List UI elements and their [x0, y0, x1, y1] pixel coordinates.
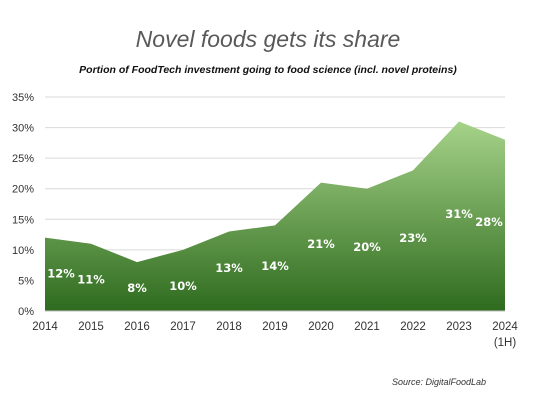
data-label: 13%	[215, 261, 243, 275]
chart-title: Novel foods gets its share	[135, 26, 401, 52]
x-tick-label: 2018	[216, 321, 242, 333]
area-series	[45, 121, 505, 311]
data-label: 31%	[445, 207, 473, 221]
data-label: 11%	[77, 273, 105, 287]
x-tick-label: 2023	[446, 321, 472, 333]
y-tick-label: 10%	[12, 245, 34, 257]
x-tick-label: 2021	[354, 321, 380, 333]
y-tick-label: 25%	[12, 153, 34, 165]
y-tick-label: 35%	[12, 92, 34, 104]
y-tick-label: 20%	[12, 184, 34, 196]
data-label: 10%	[169, 279, 197, 293]
x-tick-label: 2014	[32, 321, 58, 333]
data-label: 8%	[127, 281, 147, 295]
x-tick-label: 2022	[400, 321, 426, 333]
data-label: 21%	[307, 237, 335, 251]
y-tick-label: 30%	[12, 123, 34, 135]
chart-subtitle: Portion of FoodTech investment going to …	[79, 64, 457, 76]
data-label: 20%	[353, 240, 381, 254]
x-tick-label: 2017	[170, 321, 196, 333]
x-tick-label: 2019	[262, 321, 288, 333]
y-tick-label: 15%	[12, 214, 34, 226]
data-label: 23%	[399, 231, 427, 245]
data-label: 12%	[47, 267, 75, 281]
source-note: Source: DigitalFoodLab	[392, 377, 487, 387]
y-tick-label: 5%	[18, 275, 34, 287]
data-label: 28%	[475, 215, 503, 229]
x-tick-label: 2024 (1H)	[492, 321, 518, 349]
x-tick-label: 2016	[124, 321, 150, 333]
x-tick-label: 2015	[78, 321, 104, 333]
x-tick-label: 2020	[308, 321, 334, 333]
data-label: 14%	[261, 259, 289, 273]
y-tick-label: 0%	[18, 306, 34, 318]
